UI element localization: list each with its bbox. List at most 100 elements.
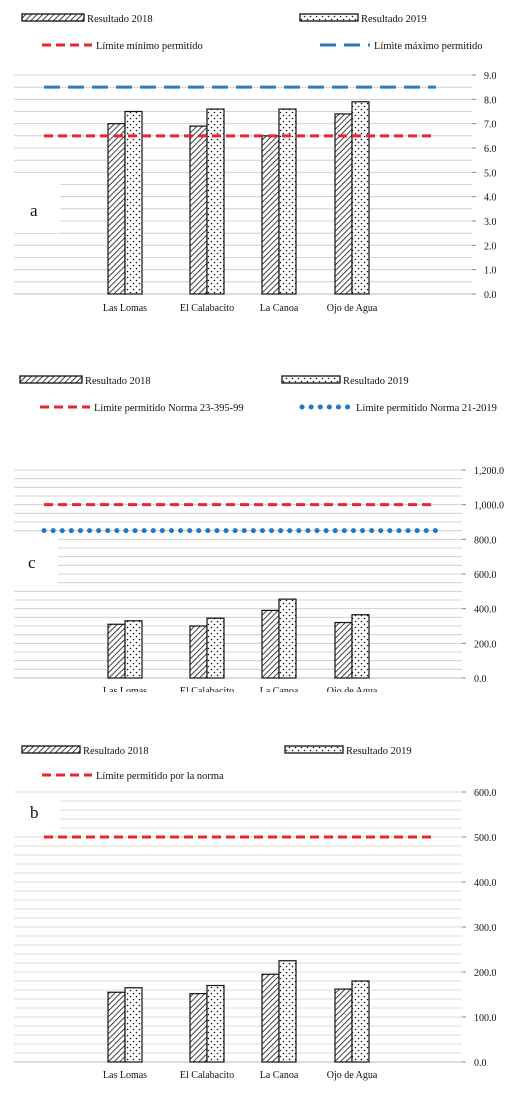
bar-2019	[351, 101, 370, 295]
legend-label: Resultado 2019	[361, 14, 427, 25]
panel-label: b	[30, 803, 39, 822]
legend-item: Resultado 2018	[19, 375, 151, 387]
panel-label-box	[12, 794, 60, 832]
chart-svg: 0.0 200.0 400.0 600.0 800.0 1,000.0 1,200.0 c La…	[10, 375, 504, 697]
chart-svg: 0.0 100.0 200.0 300.0 400.0 500.0 600.0 b Las Lo…	[12, 745, 497, 1081]
category-label: La Canoa	[260, 1070, 299, 1081]
legend-label: Límite permitido Norma 23-395-99	[94, 403, 244, 414]
gridlines	[14, 74, 472, 295]
y-tick-label: 800.0	[474, 535, 497, 546]
category-label: El Calabacito	[180, 303, 234, 314]
category-label: Ojo de Agua	[327, 1070, 378, 1081]
y-tick-label: 5.0	[484, 168, 497, 179]
y-tick-label: 8.0	[484, 95, 497, 106]
bar-2018	[107, 123, 126, 295]
legend-item: Resultado 2018	[21, 745, 149, 757]
legend-label: Resultado 2019	[346, 746, 412, 757]
bar-2019	[351, 614, 370, 679]
y-tick-label: 1,200.0	[474, 466, 504, 477]
chart-panel-c: 0.0 200.0 400.0 600.0 800.0 1,000.0 1,200.0 c La…	[0, 362, 512, 697]
category-label: El Calabacito	[180, 686, 234, 692]
panel-label: c	[28, 553, 36, 572]
category-label: Las Lomas	[103, 303, 147, 314]
legend-item: Resultado 2018	[21, 13, 153, 25]
panel-label-box	[10, 538, 58, 588]
y-tick-label: 7.0	[484, 120, 497, 131]
bar-2018	[107, 991, 126, 1063]
y-tick-label: 600.0	[474, 570, 497, 581]
y-tick-label: 1,000.0	[474, 501, 504, 512]
bar-2018	[334, 988, 353, 1063]
bar-2018	[261, 135, 280, 295]
y-tick-label: 0.0	[474, 674, 487, 685]
legend-item: Límite permitido Norma 23-395-99	[40, 403, 244, 414]
y-tick-label: 9.0	[484, 71, 497, 82]
legend-item: Límite permitido por la norma	[42, 771, 224, 782]
legend-label: Límite permitido Norma 21-2019	[356, 403, 497, 414]
panel-label-box	[12, 181, 60, 233]
category-label: Ojo de Agua	[327, 686, 378, 692]
bar-2019	[351, 980, 370, 1063]
y-tick-label: 400.0	[474, 605, 497, 616]
y-tick-label: 2.0	[484, 241, 497, 252]
legend-label: Límite mínimo permitido	[96, 41, 203, 52]
legend-label: Límite máximo permitido	[374, 41, 482, 52]
bar-2019	[124, 110, 143, 295]
y-tick-label: 400.0	[474, 878, 497, 889]
legend-item: Resultado 2019	[299, 13, 427, 25]
legend-swatch	[299, 13, 359, 22]
legend-swatch	[19, 375, 83, 384]
category-label: Las Lomas	[103, 1070, 147, 1081]
gridlines	[14, 469, 462, 679]
legend-label: Resultado 2019	[343, 376, 409, 387]
y-tick-label: 3.0	[484, 217, 497, 228]
y-tick-label: 0.0	[474, 1058, 487, 1069]
legend-swatch	[21, 13, 85, 22]
y-tick-label: 200.0	[474, 639, 497, 650]
chart-svg: 0.0 1.0 2.0 3.0 4.0 5.0 6.0 7.0 8.0 9.0 a Las Lomas…	[12, 13, 497, 314]
bar-2019	[278, 598, 297, 679]
y-tick-label: 500.0	[474, 833, 497, 844]
bar-2019	[278, 960, 297, 1063]
legend-item: Resultado 2019	[284, 745, 412, 757]
category-label: La Canoa	[260, 686, 299, 692]
legend-swatch	[284, 745, 344, 754]
bar-2018	[334, 621, 353, 679]
y-tick-label: 600.0	[474, 788, 497, 799]
category-label: El Calabacito	[180, 1070, 234, 1081]
bar-2019	[206, 108, 225, 295]
bar-2018	[261, 609, 280, 679]
category-label: La Canoa	[260, 303, 299, 314]
legend-item: Límite mínimo permitido	[42, 41, 203, 52]
bar-2018	[189, 125, 208, 295]
legend-swatch	[281, 375, 341, 384]
bar-2019	[206, 984, 225, 1063]
bar-2018	[261, 973, 280, 1063]
legend-item: Resultado 2019	[281, 375, 409, 387]
y-tick-label: 4.0	[484, 193, 497, 204]
bar-2019	[124, 620, 143, 679]
bar-2019	[124, 987, 143, 1063]
legend-item: Límite máximo permitido	[320, 41, 482, 52]
category-label: Las Lomas	[103, 686, 147, 692]
chart-panel-b: 0.0 100.0 200.0 300.0 400.0 500.0 600.0 b Las Lo…	[0, 734, 512, 1088]
bar-2018	[189, 625, 208, 679]
legend-swatch	[21, 745, 81, 754]
y-tick-label: 1.0	[484, 266, 497, 277]
bar-2018	[334, 113, 353, 295]
chart-panel-a: 0.0 1.0 2.0 3.0 4.0 5.0 6.0 7.0 8.0 9.0 a Las Lomas…	[0, 0, 512, 330]
y-tick-label: 200.0	[474, 968, 497, 979]
y-tick-label: 6.0	[484, 144, 497, 155]
y-tick-label: 100.0	[474, 1013, 497, 1024]
bar-2018	[107, 623, 126, 679]
gridlines	[14, 791, 462, 1063]
legend-label: Resultado 2018	[83, 746, 149, 757]
legend-label: Resultado 2018	[85, 376, 151, 387]
y-tick-label: 0.0	[484, 290, 497, 301]
bar-2019	[278, 108, 297, 295]
panel-label: a	[30, 201, 38, 220]
legend-label: Límite permitido por la norma	[96, 771, 224, 782]
bar-2018	[189, 993, 208, 1063]
y-tick-label: 300.0	[474, 923, 497, 934]
bar-2019	[206, 617, 225, 679]
